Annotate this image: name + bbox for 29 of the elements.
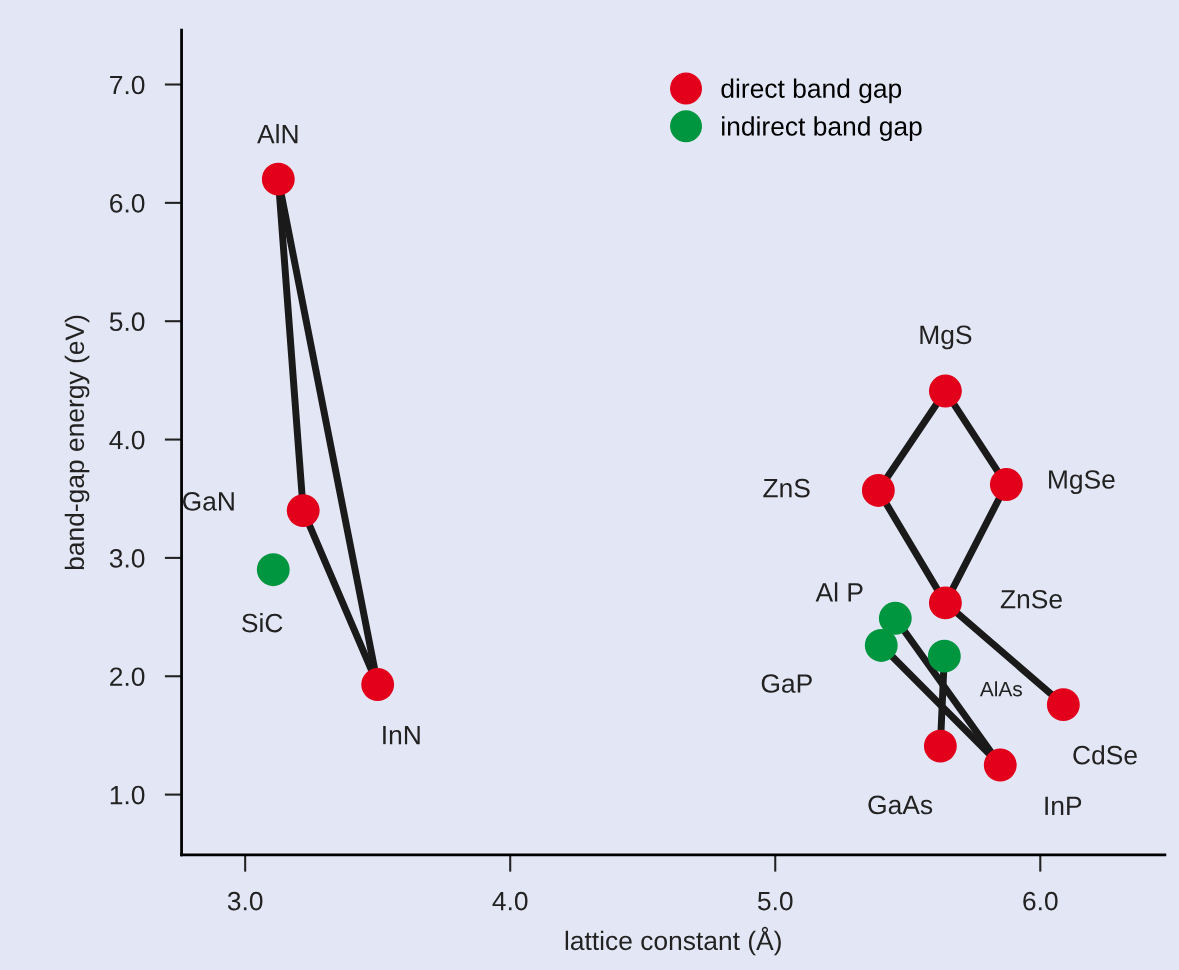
legend-label: direct band gap (721, 78, 902, 104)
y-axis-title: band-gap energy (eV) (64, 315, 90, 570)
annotation: AlN (257, 124, 298, 144)
y-tick-label: 1.0 (110, 785, 145, 805)
annotation: SiC (242, 612, 283, 633)
annotation: GaN (182, 492, 234, 511)
x-tick-label: 3.0 (227, 891, 263, 911)
annotation: MgS (920, 325, 972, 350)
annotation: MgSe (1049, 470, 1115, 495)
x-tick-label: 4.0 (492, 891, 528, 911)
x-tick-label: 6.0 (1023, 891, 1058, 911)
annotation: InP (1045, 796, 1082, 815)
annotation: CdSe (1073, 745, 1137, 765)
y-tick-label: 2.0 (110, 667, 145, 687)
annotation: Al P (815, 582, 863, 602)
annotation: ZnSe (1000, 589, 1062, 609)
annotation: GaAs (868, 795, 933, 815)
y-tick-label: 5.0 (109, 312, 145, 332)
annotation: InN (383, 725, 420, 745)
annotation: AlAs (979, 681, 1022, 697)
y-tick-label: 3.0 (109, 549, 145, 568)
x-axis-title: lattice constant (Å) (565, 926, 781, 956)
x-tick-label: 5.0 (757, 891, 793, 911)
legend-label: indirect band gap (722, 116, 922, 141)
annotation: ZnS (763, 478, 810, 498)
y-tick-label: 4.0 (109, 430, 145, 450)
annotation: GaP (761, 674, 812, 693)
y-tick-label: 6.0 (110, 193, 145, 213)
y-tick-label: 7.0 (110, 75, 145, 95)
